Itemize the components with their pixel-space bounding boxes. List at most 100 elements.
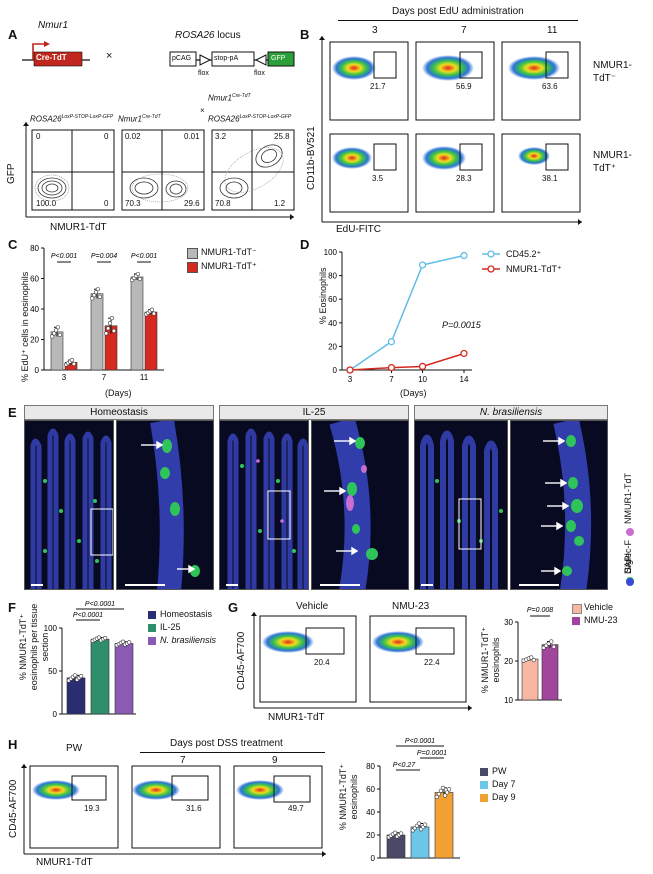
panel-label-a: A — [8, 27, 18, 42]
data-point — [120, 639, 126, 644]
y-tick-label: 20 — [366, 831, 375, 840]
data-point — [109, 316, 115, 321]
g-xlabel: NMUR1-TdT — [268, 712, 325, 723]
b-r1-v3: 63.6 — [542, 82, 558, 91]
a1-q-lr: 0 — [104, 199, 109, 208]
b-r1-v1: 21.7 — [370, 82, 386, 91]
a-xlabel: NMUR1-TdT — [50, 222, 107, 233]
gfp-box-label: GFP — [271, 55, 286, 62]
y-tick-label: 40 — [366, 808, 375, 817]
f-ylabel: % NMUR1-TdT⁺ eosinophils per tissue sect… — [18, 603, 50, 691]
data-point — [69, 357, 75, 363]
a-plot2-title-sup: Cre-TdT — [142, 114, 161, 120]
series-point — [460, 349, 468, 358]
h-title-pw: PW — [66, 743, 83, 754]
y-tick-label: 80 — [30, 244, 39, 253]
data-point — [103, 635, 108, 641]
data-point — [392, 830, 398, 835]
data-point — [90, 296, 95, 301]
a-plot1-title-sup: LoxP-STOP-LoxP-GFP — [61, 114, 114, 120]
e-legend-nmur1-dot — [626, 528, 634, 536]
panel-label-g: G — [228, 600, 239, 615]
f-legend-homeo: Homeostasis — [160, 609, 213, 619]
series-point — [346, 366, 354, 374]
series-point — [387, 363, 396, 372]
g-flow-plots — [251, 612, 472, 711]
panel-label-e: E — [8, 405, 17, 420]
data-point — [96, 635, 102, 640]
x-tick-label: 14 — [460, 375, 469, 384]
flox-label-1: flox — [198, 70, 209, 77]
p-value: P=0.008 — [527, 607, 553, 614]
a-plot3-title: Nmur1Cre-TdT — [208, 93, 251, 103]
panel-label-d: D — [300, 237, 310, 252]
b-r1-v2: 56.9 — [456, 82, 472, 91]
y-tick-label: 0 — [371, 854, 376, 863]
data-point — [149, 307, 155, 312]
stop-pa-label: stop-pA — [214, 55, 239, 62]
p-value: P<0.0001 — [73, 612, 103, 619]
e-title-homeostasis: Homeostasis — [24, 405, 214, 420]
data-point — [57, 332, 62, 338]
x-tick-label: 7 — [389, 375, 394, 384]
g-bar-ylabel: % NMUR1-TdT⁺ eosinophils — [480, 626, 501, 694]
h-value-day9: 49.7 — [288, 804, 304, 813]
a-plot2-title: Nmur1Cre-TdT — [118, 114, 161, 124]
a3-q-lr: 1.2 — [274, 199, 286, 208]
h-ylabel: CD45-AF700 — [8, 779, 19, 838]
e-title-nbrasiliensis: N. brasiliensis — [414, 405, 608, 420]
a-plot3-title-sup: Cre-TdT — [232, 93, 251, 99]
x-tick-label: 10 — [418, 375, 427, 384]
data-point — [399, 831, 404, 836]
d-legend-nmur: NMUR1-TdT⁺ — [506, 264, 562, 274]
data-point — [92, 293, 97, 298]
h-legend-day7-swatch — [480, 781, 488, 789]
bar — [90, 293, 104, 371]
g-title-nmu23: NMU-23 — [392, 601, 430, 612]
g-ylabel: CD45-AF700 — [236, 631, 247, 690]
bar — [434, 792, 454, 859]
y-tick-label: 0 — [333, 366, 338, 375]
series-point — [418, 362, 427, 371]
a1-q-ll: 100.0 — [36, 199, 57, 208]
panel-label-h: H — [8, 737, 18, 752]
y-tick-label: 100 — [324, 248, 338, 257]
data-point — [55, 325, 61, 330]
g-legend-vehicle: Vehicle — [584, 602, 614, 612]
f-bar-chart: 0 50 100 P<0.0001 P<0.0001 — [44, 601, 136, 719]
e-legend-dapi-dot — [626, 578, 634, 586]
c-legend-neg-swatch — [187, 248, 198, 259]
data-point — [71, 361, 76, 366]
b-row1-label2: TdT⁻ — [593, 73, 617, 84]
h-flow-plots — [21, 764, 326, 857]
y-tick-label: 60 — [366, 785, 375, 794]
a2-q-ur: 0.01 — [184, 132, 200, 141]
h-value-day7: 31.6 — [186, 804, 202, 813]
bar — [114, 643, 134, 715]
cross-symbol: × — [106, 50, 113, 62]
data-point — [79, 674, 84, 679]
h-value-pw: 19.3 — [84, 804, 100, 813]
h-header: Days post DSS treatment — [170, 738, 283, 749]
data-point — [137, 276, 142, 282]
y-tick-label: 0 — [35, 366, 40, 375]
a1-q-ur: 0 — [104, 132, 109, 141]
f-legend-nbras: N. brasiliensis — [160, 635, 217, 645]
b-day-3: 3 — [372, 25, 378, 36]
rosa26-locus-label: ROSA26 locus — [175, 30, 241, 41]
pcag-label: pCAG — [172, 55, 192, 62]
data-point — [444, 790, 450, 795]
y-tick-label: 100 — [44, 624, 58, 633]
h-legend-day9-swatch — [480, 794, 488, 802]
data-point — [529, 655, 534, 660]
b-r2-v2: 28.3 — [456, 174, 472, 183]
data-point — [423, 822, 428, 827]
bar — [541, 644, 559, 701]
c-bar-chart: 3 P<0.001 7 P=0.004 11 P<0.001 0 20 40 60 80 — [30, 244, 164, 382]
p-value: P<0.27 — [393, 762, 416, 769]
y-tick-label: 0 — [53, 710, 58, 719]
e-legend-nmur1: NMUR1-TdT — [623, 473, 633, 524]
y-tick-label: 10 — [504, 696, 513, 705]
y-tick-label: 20 — [328, 342, 337, 351]
h-header-rule — [140, 752, 325, 753]
